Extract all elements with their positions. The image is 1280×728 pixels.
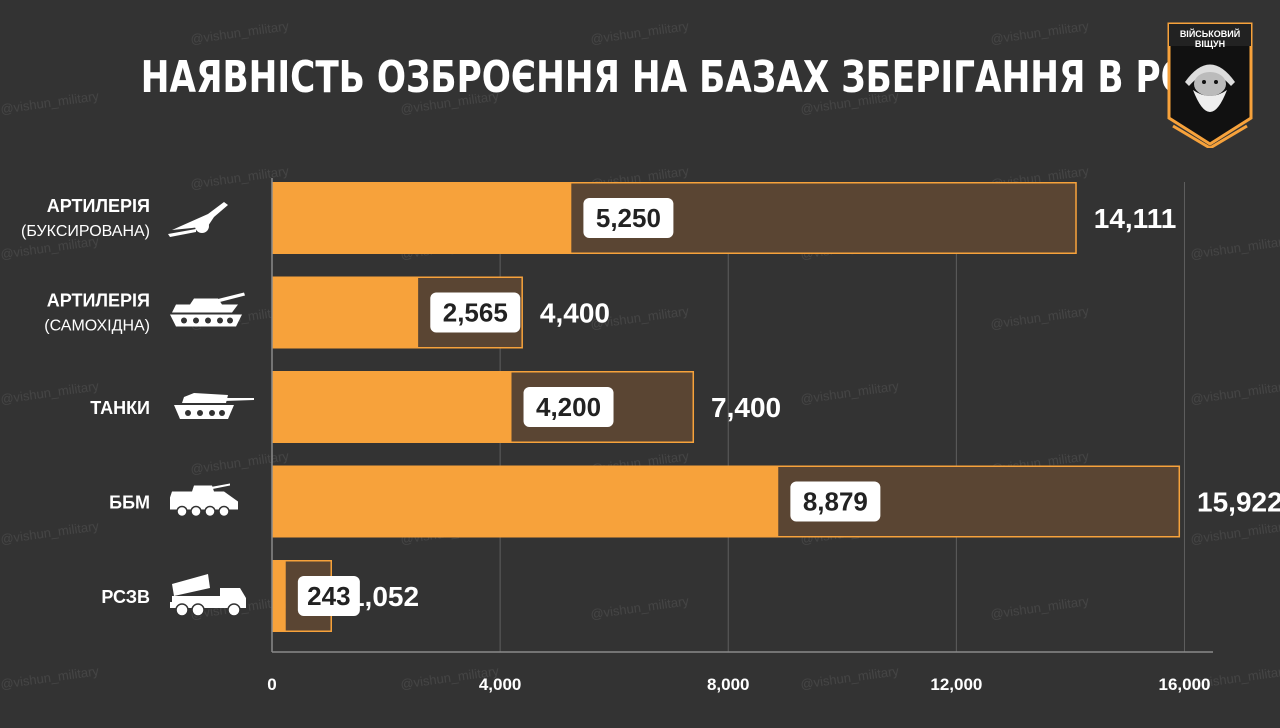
x-tick-label: 12,000 — [930, 675, 982, 694]
towed-howitzer-icon — [168, 202, 228, 237]
x-tick-label: 8,000 — [707, 675, 750, 694]
value-label-box — [523, 387, 614, 427]
category-sublabel: (БУКСИРОВАНА) — [21, 223, 150, 240]
x-tick-label: 4,000 — [479, 675, 522, 694]
value-label: 4,200 — [536, 392, 601, 422]
category-label: РСЗВ — [101, 587, 150, 607]
x-axis: 0 4,000 8,000 12,000 16,000 — [267, 178, 1213, 694]
value-label-box — [583, 198, 674, 238]
total-label: 14,111 — [1094, 203, 1177, 234]
category-label: ТАНКИ — [90, 398, 150, 418]
tank-icon — [174, 393, 254, 419]
value-label-box — [430, 292, 521, 333]
rocket-launcher-truck-icon — [170, 574, 246, 617]
value-label: 2,565 — [443, 298, 508, 328]
total-label: 4,400 — [540, 298, 610, 329]
x-tick-label: 0 — [267, 675, 276, 694]
total-label: 7,400 — [711, 392, 781, 423]
total-label: 15,922 — [1197, 487, 1280, 518]
category-label: АРТИЛЕРІЯ — [47, 291, 150, 311]
bar-active — [272, 276, 419, 349]
value-label: 243 — [307, 581, 350, 611]
armored-vehicle-icon — [170, 483, 238, 518]
logo-text: ВІЙСЬКОВИЙ ВІЩУН — [1179, 29, 1241, 49]
bars-layer: 5,250 14,111 2,565 4,400 4,200 7,400 8,879 15,9… — [272, 182, 1280, 632]
bar-active — [272, 182, 572, 254]
logo: ВІЙСЬКОВИЙ ВІЩУН — [1165, 22, 1255, 150]
category-label: ББМ — [109, 493, 150, 513]
value-label-box — [790, 481, 881, 522]
x-tick-label: 16,000 — [1158, 675, 1210, 694]
total-label: 1,052 — [349, 581, 419, 612]
bar-active — [272, 560, 286, 632]
category-labels: АРТИЛЕРІЯ (БУКСИРОВАНА) АРТИЛЕРІЯ (САМОХІДН… — [21, 196, 254, 617]
bar-active — [272, 465, 779, 538]
category-label: АРТИЛЕРІЯ — [47, 196, 150, 216]
value-label: 5,250 — [596, 203, 661, 233]
bar-active — [272, 371, 512, 443]
bearded-elder-emblem-icon — [1167, 22, 1253, 150]
value-label-box — [297, 576, 360, 616]
value-label: 8,879 — [803, 487, 868, 517]
self-propelled-gun-icon — [170, 292, 245, 327]
page-title: НАЯВНІСТЬ ОЗБРОЄННЯ НА БАЗАХ ЗБЕРІГАННЯ … — [140, 52, 1241, 103]
category-sublabel: (САМОХІДНА) — [44, 318, 150, 335]
